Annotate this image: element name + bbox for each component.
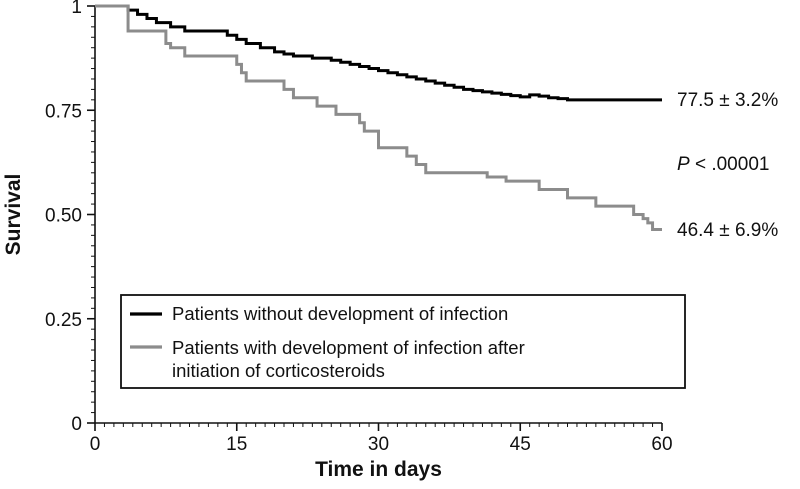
legend: Patients without development of infectio… <box>120 294 686 389</box>
annotation-p-value: P < .00001 <box>677 154 769 175</box>
legend-label-no-infection: Patients without development of infectio… <box>172 303 508 324</box>
p-value-symbol: P <box>677 154 690 175</box>
p-value-number: < .00001 <box>690 154 770 175</box>
series-line-1 <box>95 4 662 102</box>
y-axis-title: Survival <box>2 174 25 256</box>
y-tick-label: 0 <box>71 414 82 435</box>
legend-label-infection-line1: Patients with development of infection a… <box>172 337 525 358</box>
y-tick-label: 0.50 <box>45 206 82 227</box>
x-tick-label: 0 <box>90 434 101 455</box>
annotation-bottom-series: 46.4 ± 6.9% <box>677 220 778 241</box>
series-line-2 <box>95 4 662 232</box>
x-tick-label: 30 <box>368 434 389 455</box>
legend-box <box>120 294 686 389</box>
y-tick-label: 0.75 <box>45 101 82 122</box>
x-tick-label: 60 <box>651 434 672 455</box>
annotation-top-series: 77.5 ± 3.2% <box>677 90 778 111</box>
axes: 0 15 30 45 60 0 0.25 0.50 0.75 1 Time in days Survi… <box>2 0 673 481</box>
x-tick-label: 15 <box>226 434 247 455</box>
series-layer <box>95 4 662 232</box>
y-tick-label: 0.25 <box>45 310 82 331</box>
x-axis-title: Time in days <box>315 458 442 481</box>
legend-label-infection-line2: initiation of corticosteroids <box>172 360 385 381</box>
y-tick-label: 1 <box>71 0 82 18</box>
x-tick-label: 45 <box>510 434 531 455</box>
